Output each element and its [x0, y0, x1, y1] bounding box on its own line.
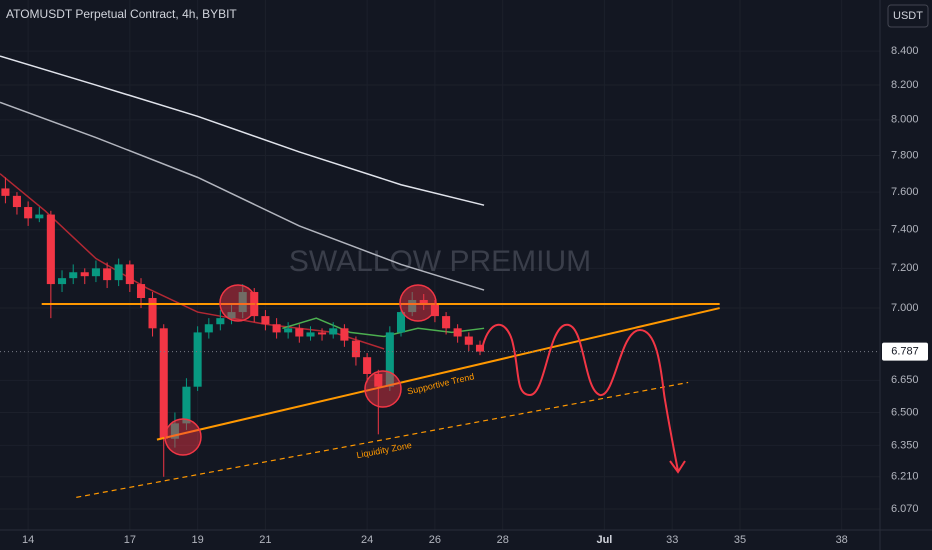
currency[interactable]: USDT: [893, 10, 923, 22]
candle-body: [419, 300, 428, 305]
candle-body: [182, 386, 191, 424]
candle-body: [363, 357, 372, 374]
candle-body: [329, 328, 338, 335]
moving-average: [282, 317, 485, 338]
y-tick-label: 7.600: [891, 186, 919, 198]
candle-body: [148, 298, 157, 329]
candle-body: [385, 332, 394, 387]
candle-body: [464, 336, 473, 345]
axes: 8.400 8.200 8.000 7.800 7.600 7.400 7.200 7.000…: [22, 45, 928, 546]
annotations: [164, 284, 437, 456]
y-tick-label: 6.500: [891, 406, 919, 418]
candle-body: [396, 312, 406, 333]
y-tick-label: 7.200: [891, 262, 919, 274]
candle-body: [170, 423, 179, 439]
y-tick-label: 8.400: [891, 45, 919, 57]
candle-body: [306, 332, 315, 337]
y-tick-label: 8.200: [891, 79, 919, 91]
candle-body: [125, 264, 134, 285]
candle-body: [351, 340, 360, 358]
x-tick-label: Jul: [596, 534, 612, 546]
candle-body: [216, 318, 225, 325]
candle-body: [58, 278, 67, 285]
highlight-circle: [399, 284, 437, 322]
y-tick-label: 6.350: [891, 439, 919, 451]
y-tick-label: 6.210: [891, 471, 919, 483]
last-price-label: 6.787: [891, 345, 919, 357]
candle-body: [272, 324, 281, 333]
candle-body: [136, 284, 146, 299]
x-tick-label: 14: [22, 534, 34, 546]
candle-body: [374, 373, 383, 387]
y-tick-label: 7.000: [891, 302, 919, 314]
candle-body: [69, 272, 78, 279]
highlight-circle: [364, 370, 402, 408]
candle-body: [46, 214, 55, 285]
candle-body: [80, 272, 89, 277]
highlight-circle: [219, 284, 257, 322]
candle-body: [114, 264, 123, 281]
candle-body: [295, 328, 304, 337]
candle-body: [238, 292, 247, 313]
y-tick-label: 6.650: [891, 374, 919, 386]
last-price-box: [882, 342, 928, 361]
y-tick-label: 7.400: [891, 224, 919, 236]
candle-body: [408, 300, 417, 313]
x-tick-label: 28: [497, 534, 509, 546]
highlight-circle: [164, 418, 202, 456]
candle-body: [1, 188, 10, 196]
candle-body: [159, 328, 168, 439]
candle-body: [227, 312, 236, 319]
candle-body: [475, 344, 485, 352]
candle-body: [103, 268, 112, 281]
candle-body: [453, 328, 462, 337]
moving-average: [0, 101, 485, 291]
candle-body: [204, 324, 213, 333]
y-tick-label: 7.800: [891, 149, 919, 161]
moving-average: [0, 55, 485, 206]
x-tick-label: 33: [666, 534, 678, 546]
candle-body: [24, 207, 33, 219]
x-tick-label: 38: [836, 534, 848, 546]
currency-box[interactable]: [887, 4, 929, 28]
trend-line: [156, 307, 720, 441]
candle-body: [35, 214, 44, 219]
forecast-arrow: [669, 460, 686, 474]
trend-line: [76, 381, 689, 498]
x-tick-label: 24: [361, 534, 373, 546]
candle-body: [340, 328, 349, 341]
forecast-path: [482, 323, 679, 472]
y-tick-label: 8.000: [891, 114, 919, 126]
candle-body: [12, 195, 21, 208]
candle-body: [318, 332, 327, 335]
candle-body: [91, 268, 100, 277]
x-tick-label: 35: [734, 534, 746, 546]
candle-body: [261, 316, 270, 325]
x-tick-label: 19: [192, 534, 204, 546]
candle-body: [284, 328, 293, 333]
x-tick-label: 21: [259, 534, 271, 546]
candle-body: [193, 332, 202, 387]
candle-body: [442, 316, 451, 329]
x-tick-label: 26: [429, 534, 441, 546]
x-tick-label: 17: [124, 534, 136, 546]
watermark: SWALLOW PREMIUM: [289, 245, 591, 278]
chart-title: ATOMUSDT Perpetual Contract, 4h, BYBIT: [6, 7, 237, 21]
y-tick-label: 6.070: [891, 503, 919, 515]
